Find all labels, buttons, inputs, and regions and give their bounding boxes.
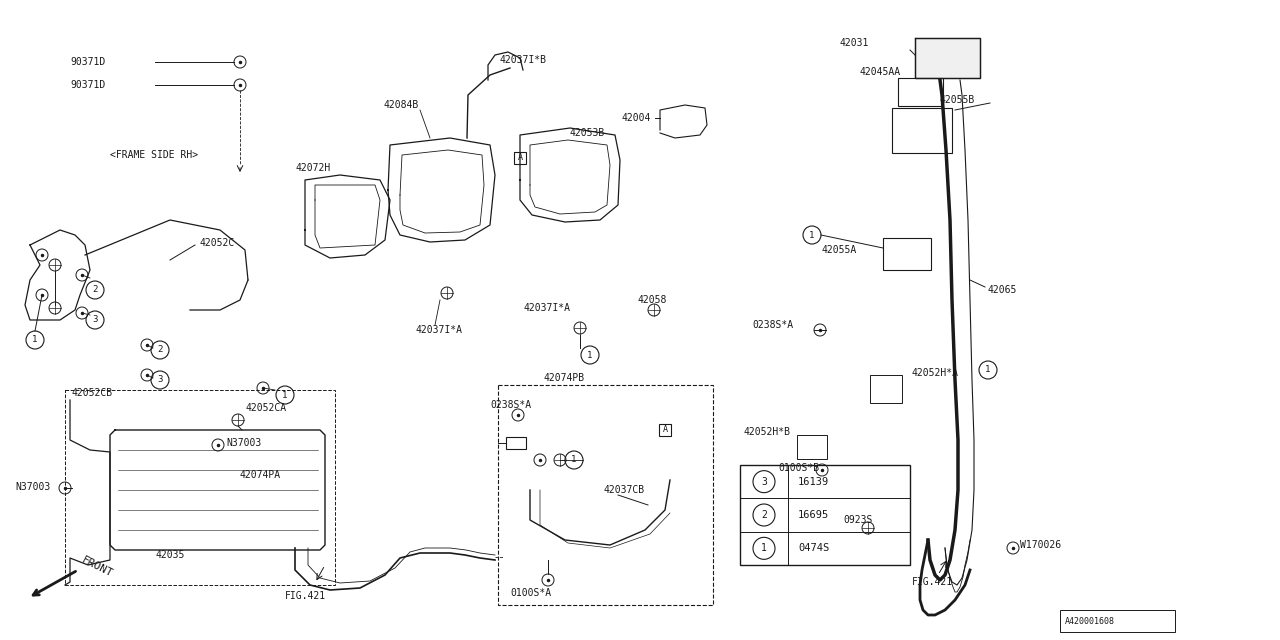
Text: 2: 2 [157,346,163,355]
Text: 42058: 42058 [637,295,667,305]
Text: A420001608: A420001608 [1065,616,1115,625]
Text: 42052CA: 42052CA [244,403,287,413]
Text: 1: 1 [809,230,814,239]
Text: 42084B: 42084B [383,100,419,110]
Text: 1: 1 [32,335,37,344]
Text: FRONT: FRONT [79,555,115,579]
Text: 42065: 42065 [988,285,1018,295]
Text: <FRAME SIDE RH>: <FRAME SIDE RH> [110,150,198,160]
Text: 42037I*A: 42037I*A [524,303,570,313]
Text: FIG.421: FIG.421 [285,591,326,601]
Text: 42074PA: 42074PA [241,470,282,480]
Bar [659,424,671,436]
Text: 0923S: 0923S [844,515,873,525]
Text: 90371D: 90371D [70,80,105,90]
Text: 0474S: 0474S [797,543,829,554]
Text: 0238S*A: 0238S*A [753,320,794,330]
Text: 90371D: 90371D [70,57,105,67]
Text: 42045AA: 42045AA [860,67,901,77]
Text: 42052H*A: 42052H*A [911,368,959,378]
Bar [915,38,980,78]
Bar [740,465,910,565]
Text: 3: 3 [157,376,163,385]
Text: 0100S*B: 0100S*B [778,463,819,473]
Bar [797,435,827,459]
Text: FIG.421: FIG.421 [911,577,954,587]
Text: 3: 3 [762,477,767,486]
Text: 1: 1 [571,456,577,465]
Text: 42055B: 42055B [940,95,975,105]
Text: 42052C: 42052C [200,238,236,248]
Text: 2: 2 [762,510,767,520]
Text: 2: 2 [92,285,97,294]
Text: W170026: W170026 [1020,540,1061,550]
Text: 42037I*B: 42037I*B [500,55,547,65]
Text: 1: 1 [986,365,991,374]
Text: 42052H*B: 42052H*B [744,427,791,437]
Bar [883,238,931,270]
Text: A: A [663,426,667,435]
Bar [506,437,526,449]
Text: 0100S*A: 0100S*A [509,588,552,598]
Text: 42037CB: 42037CB [603,485,644,495]
Text: 0238S*A: 0238S*A [490,400,531,410]
Text: 42074PB: 42074PB [543,373,584,383]
Text: 42031: 42031 [840,38,869,48]
Bar [515,152,526,164]
Text: 42053B: 42053B [570,128,605,138]
Text: 42072H: 42072H [294,163,330,173]
Text: 16695: 16695 [797,510,829,520]
Text: 42052CB: 42052CB [72,388,113,398]
Text: 16139: 16139 [797,477,829,486]
Bar [498,385,713,605]
Text: 42037I*A: 42037I*A [415,325,462,335]
Text: 3: 3 [92,316,97,324]
Bar [1060,610,1175,632]
Text: 42035: 42035 [155,550,184,560]
Bar [870,375,902,403]
Text: 1: 1 [588,351,593,360]
Text: 1: 1 [762,543,767,554]
Text: 42055A: 42055A [822,245,858,255]
Text: 1: 1 [283,390,288,399]
Bar [892,108,952,153]
Bar [65,390,335,585]
Bar [899,78,943,106]
Text: 42004: 42004 [622,113,652,123]
Text: N37003: N37003 [227,438,261,448]
Text: N37003: N37003 [15,482,50,492]
Text: A: A [517,154,522,163]
